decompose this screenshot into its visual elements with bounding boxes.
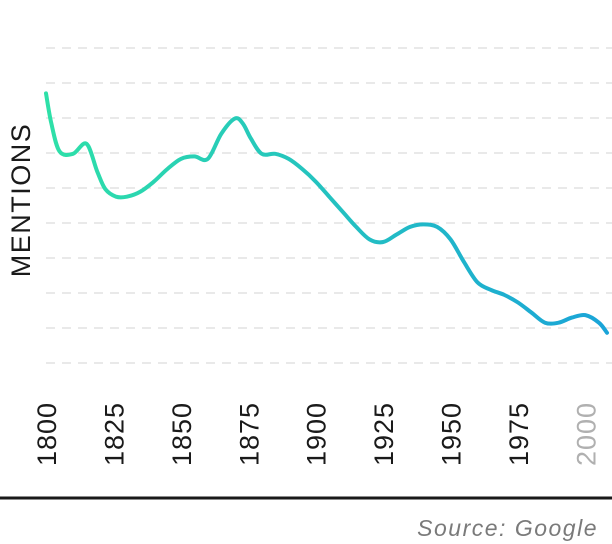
x-tick-label: 1975 — [504, 402, 534, 466]
x-tick-label: 1925 — [369, 402, 399, 466]
y-axis-label: MENTIONS — [6, 123, 36, 278]
x-tick-label: 1875 — [234, 402, 264, 466]
source-note: Source: Google — [417, 515, 598, 541]
x-tick-label: 2000 — [571, 402, 601, 466]
x-tick-label: 1950 — [437, 402, 467, 466]
x-axis-ticks: 1800 1825 1850 1875 1900 1925 1950 1975 2000 — [32, 402, 601, 466]
x-tick-label: 1850 — [167, 402, 197, 466]
x-tick-label: 1825 — [99, 402, 129, 466]
x-tick-label: 1900 — [302, 402, 332, 466]
x-tick-label: 1800 — [32, 402, 62, 466]
series-line-mentions — [44, 91, 609, 335]
gridlines — [46, 47, 612, 364]
